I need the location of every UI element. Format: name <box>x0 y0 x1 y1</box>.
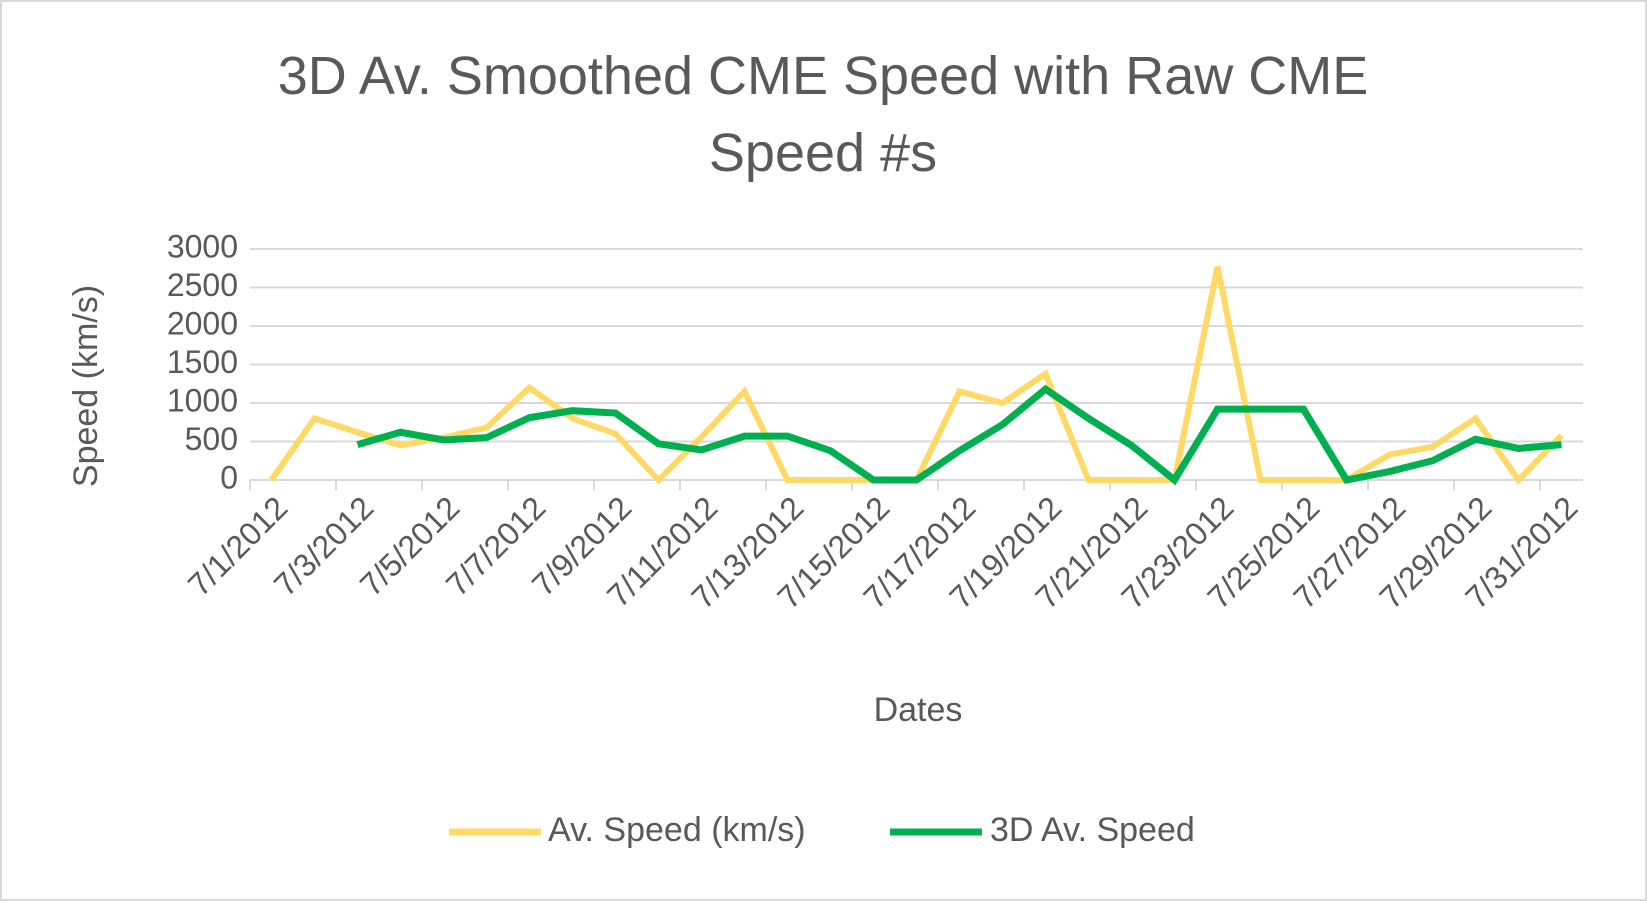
y-tick-label: 500 <box>185 421 238 457</box>
legend-label: Av. Speed (km/s) <box>548 811 806 849</box>
y-tick-label: 2000 <box>167 305 238 341</box>
x-axis-title: Dates <box>874 691 963 729</box>
chart-title: 3D Av. Smoothed CME Speed with Raw CME S… <box>277 46 1369 183</box>
y-tick-label: 1000 <box>167 382 238 418</box>
y-tick-label: 1500 <box>167 344 238 380</box>
y-tick-label: 2500 <box>167 267 238 303</box>
legend-label: 3D Av. Speed <box>990 811 1195 849</box>
y-tick-label: 3000 <box>167 228 238 264</box>
y-axis-title: Speed (km/s) <box>67 285 105 487</box>
y-tick-label: 0 <box>220 459 238 495</box>
series-line <box>356 384 1562 486</box>
